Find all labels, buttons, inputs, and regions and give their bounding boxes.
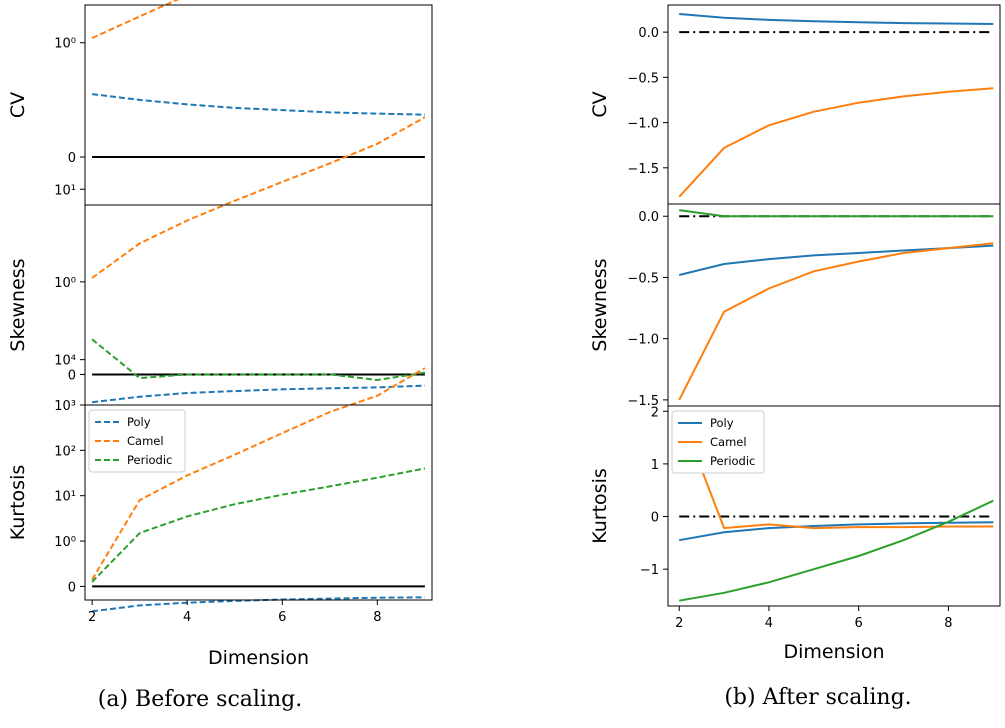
panel-skewness-after: 0.0 −0.5 −1.0 −1.5 Skewness bbox=[589, 203, 1001, 409]
panel-cv-after: 0.0 −0.5 −1.0 −1.5 CV bbox=[589, 4, 1001, 205]
legend: Poly Camel Periodic bbox=[671, 410, 765, 474]
x-tick-label: 2 bbox=[675, 616, 683, 631]
series-line-camel bbox=[91, 367, 426, 581]
y-tick-label: 2 bbox=[651, 405, 659, 420]
chart-after-scaling: 0.0 −0.5 −1.0 −1.5 CV 0.0 −0.5 −1.0 −1.5 Skewness… bbox=[589, 4, 1001, 663]
series-line-poly bbox=[91, 93, 425, 116]
y-tick-label: −0.5 bbox=[627, 71, 659, 86]
y-tick-label: −1.0 bbox=[627, 333, 659, 348]
y-axis-label: Kurtosis bbox=[589, 468, 611, 544]
y-tick-label: 10¹ bbox=[54, 490, 76, 505]
x-tick-label: 6 bbox=[278, 610, 286, 625]
legend-label-periodic: Periodic bbox=[127, 453, 172, 467]
legend-box bbox=[671, 410, 765, 474]
y-tick-label: 0.0 bbox=[638, 210, 659, 225]
series-line-camel bbox=[91, 116, 426, 279]
y-tick-label: 10⁰ bbox=[54, 276, 76, 291]
series-line-camel bbox=[678, 410, 994, 530]
y-axis-label: Kurtosis bbox=[7, 465, 29, 541]
y-axis-label: CV bbox=[589, 91, 611, 117]
y-axis-label: Skewness bbox=[7, 258, 29, 351]
series-line-poly bbox=[679, 13, 994, 25]
y-axis-label: Skewness bbox=[589, 258, 611, 351]
legend-label-camel: Camel bbox=[710, 435, 747, 449]
caption-before-scaling: (a) Before scaling. bbox=[98, 687, 302, 712]
x-tick-label: 6 bbox=[855, 616, 863, 631]
y-tick-label: 1 bbox=[651, 458, 659, 473]
series-line-camel bbox=[91, 0, 180, 39]
y-tick-label: 0 bbox=[68, 580, 76, 595]
y-tick-label: −1 bbox=[640, 563, 659, 578]
series-line-poly bbox=[678, 244, 994, 276]
y-tick-label: 0 bbox=[651, 511, 659, 526]
panel-frame bbox=[667, 4, 1001, 205]
x-tick-label: 2 bbox=[88, 610, 96, 625]
panel-skewness-before: 0 10⁰ 10¹ Skewness bbox=[7, 116, 433, 406]
y-tick-label: 10¹ bbox=[54, 183, 76, 198]
legend-label-camel: Camel bbox=[127, 434, 164, 448]
y-tick-label: −1.0 bbox=[627, 117, 659, 132]
panel-kurtosis-after: 2 1 0 −1 Kurtosis Poly Camel Periodic 2 4 6 8 Dimens… bbox=[589, 405, 1001, 663]
x-tick-label: 8 bbox=[944, 616, 952, 631]
panel-frame bbox=[84, 4, 433, 206]
series-line-periodic bbox=[679, 499, 994, 602]
legend-box bbox=[88, 409, 186, 473]
panel-frame bbox=[667, 405, 1001, 607]
series-line-camel bbox=[678, 87, 994, 198]
y-tick-label: 10⁴ bbox=[54, 354, 76, 369]
series-line-poly bbox=[679, 521, 994, 542]
x-tick-label: 4 bbox=[765, 616, 773, 631]
y-tick-label: −0.5 bbox=[627, 271, 659, 286]
y-axis-label: CV bbox=[7, 92, 29, 118]
panel-frame bbox=[84, 404, 433, 601]
legend-label-poly: Poly bbox=[710, 416, 734, 430]
y-tick-label: 10⁰ bbox=[54, 37, 76, 52]
series-line-camel bbox=[678, 242, 994, 401]
y-tick-label: −1.5 bbox=[627, 394, 659, 409]
series-line-periodic bbox=[679, 209, 994, 218]
x-axis-label: Dimension bbox=[784, 641, 885, 663]
legend-label-poly: Poly bbox=[127, 415, 151, 429]
panel-frame bbox=[667, 203, 1001, 407]
legend: Poly Camel Periodic bbox=[88, 409, 186, 473]
y-tick-label: 0 bbox=[68, 151, 76, 166]
y-tick-label: 10³ bbox=[54, 399, 76, 414]
x-tick-label: 8 bbox=[373, 610, 381, 625]
series-line-poly bbox=[91, 384, 425, 404]
series-line-periodic bbox=[91, 338, 426, 382]
series-line-periodic bbox=[91, 467, 426, 583]
y-tick-label: 0.0 bbox=[638, 26, 659, 41]
y-tick-label: 10² bbox=[54, 444, 76, 459]
panel-cv-before: 0 10⁰ 10¹ CV bbox=[7, 0, 433, 206]
legend-label-periodic: Periodic bbox=[710, 454, 755, 468]
caption-after-scaling: (b) After scaling. bbox=[724, 685, 911, 710]
y-tick-label: 10⁰ bbox=[54, 535, 76, 550]
y-tick-label: 0 bbox=[68, 368, 76, 383]
x-tick-label: 4 bbox=[183, 610, 191, 625]
y-tick-label: −1.5 bbox=[627, 162, 659, 177]
chart-before-scaling: 010⁰10¹CV010⁰10¹Skewness010⁰10¹10²10³10⁴… bbox=[7, 0, 433, 669]
panel-kurtosis-before: 0 10⁰ 10¹ 10² 10³ 10⁴ Kurtosis Poly Camel Periodi… bbox=[7, 354, 433, 669]
x-axis-label: Dimension bbox=[208, 647, 309, 669]
